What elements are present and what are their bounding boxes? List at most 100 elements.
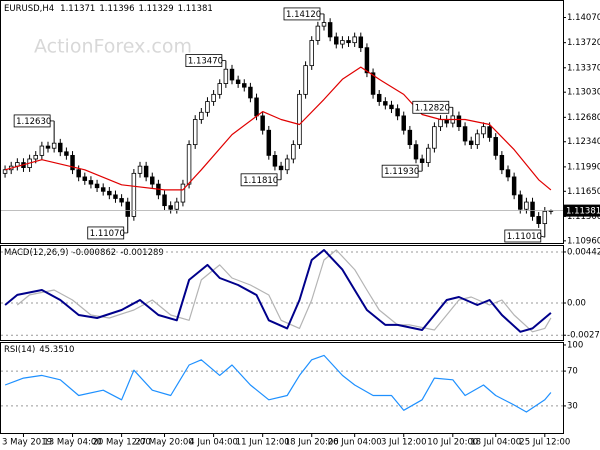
macd-name: MACD(12,26,9) [4, 248, 69, 258]
y-tick-label: 0.00 [567, 298, 586, 308]
candle-body [511, 176, 517, 196]
candle-body [346, 40, 351, 44]
y-tick-label: 1.12680 [567, 113, 600, 123]
candle-body [248, 86, 253, 99]
x-tick-label: 18 Jun 20:00 [285, 438, 339, 448]
candle-body [131, 172, 137, 217]
candle-body [487, 126, 492, 138]
annotation-label: 1.13470 [188, 57, 223, 67]
candle-body [426, 147, 431, 163]
annotation-box [504, 229, 542, 243]
candle-body [143, 165, 149, 178]
candle-body [297, 93, 302, 146]
candle-body [58, 142, 63, 153]
candle-body [186, 144, 192, 185]
rsi-last: 45.3510 [39, 345, 74, 355]
candle-body [518, 194, 523, 210]
candle-body [358, 36, 364, 49]
signal-last: -0.001289 [120, 248, 164, 258]
x-tick-label: 20 May 12:00 [92, 438, 150, 448]
candle-body [192, 119, 198, 146]
macd-header: MACD(12,26,9) -0.000862 -0.001289 [4, 248, 164, 258]
candle-body [493, 137, 498, 156]
y-tick-label: 100 [567, 340, 583, 350]
annotation-label: 1.11070 [90, 229, 125, 239]
last-close: 1.11381 [178, 4, 213, 14]
symbol: EURUSD,H4 [4, 4, 54, 14]
indicator-line [4, 354, 552, 413]
candle-body [432, 126, 437, 149]
x-tick-label: 11 Jun 12:00 [236, 438, 290, 448]
candle-body [291, 144, 296, 160]
candle-body [45, 145, 51, 149]
candle-body [88, 180, 94, 185]
macd-last: -0.000862 [73, 248, 117, 258]
rsi-name: RSI(14) [4, 345, 35, 355]
candle-body [475, 133, 480, 146]
x-tick-label: 27 May 20:00 [135, 438, 193, 448]
candle-body [39, 145, 45, 156]
candle-body [383, 101, 388, 106]
annotation-box [87, 226, 125, 240]
y-tick-label: 1.13030 [567, 88, 600, 98]
candle-body [505, 169, 511, 178]
main-panel-frame [0, 0, 564, 244]
candle-body [223, 68, 229, 84]
annotation-box [412, 100, 450, 114]
annotation-label: 1.12630 [16, 117, 51, 127]
candle-body [438, 119, 443, 128]
candle-body [33, 154, 38, 160]
candle-body [419, 158, 425, 163]
candle-body [254, 97, 259, 117]
candle-body [82, 176, 88, 181]
candle-body [235, 79, 241, 84]
y-tick-label: 1.10960 [567, 236, 600, 246]
last-low: 1.11329 [138, 4, 173, 14]
candle-body [334, 36, 339, 45]
symbol-header: EURUSD,H4 1.11371 1.11396 1.11329 1.11381 [4, 4, 213, 14]
annotation-label: 1.12820 [415, 103, 450, 113]
candle-body [456, 115, 462, 128]
candle-body [524, 201, 529, 210]
candle-body [107, 190, 112, 196]
annotation-box [283, 7, 321, 21]
candle-body [499, 154, 505, 171]
candle-body [150, 176, 155, 185]
rsi-header: RSI(14) 45.3510 [4, 345, 74, 355]
candle-body [168, 205, 173, 210]
y-tick-label: 70 [567, 367, 578, 377]
candle-body [284, 158, 290, 171]
candle-body [413, 144, 419, 160]
candle-body [376, 93, 382, 102]
x-tick-label: 4 Jun 04:00 [189, 438, 238, 448]
y-tick-label: 1.11650 [567, 187, 600, 197]
annotation-box [185, 54, 223, 68]
candle-body [395, 108, 400, 117]
candle-body [64, 151, 69, 156]
candle-body [162, 194, 167, 207]
candle-body [536, 216, 541, 225]
candle-body [199, 111, 204, 120]
y-tick-label: 1.14070 [567, 13, 600, 23]
candle-body [70, 154, 75, 171]
x-tick-label: 18 Jul 04:00 [470, 438, 521, 448]
candle-body [260, 115, 265, 131]
current-price-label: 1.11381 [566, 207, 600, 217]
annotation-box [240, 173, 278, 187]
candle-body [401, 115, 406, 131]
candle-body [119, 198, 124, 203]
indicator-line [4, 249, 552, 333]
moving-average [4, 66, 552, 191]
x-tick-label: 3 May 2019 [2, 438, 52, 448]
y-tick-label: 1.13720 [567, 38, 600, 48]
candle-body [321, 22, 327, 27]
candle-body [370, 72, 376, 95]
x-tick-label: 3 Jul 12:00 [381, 438, 427, 448]
candle-body [113, 194, 118, 199]
annotation-box [381, 164, 419, 178]
candle-body [100, 187, 106, 192]
candle-body [272, 154, 278, 167]
x-tick-label: 13 May 04:00 [43, 438, 101, 448]
